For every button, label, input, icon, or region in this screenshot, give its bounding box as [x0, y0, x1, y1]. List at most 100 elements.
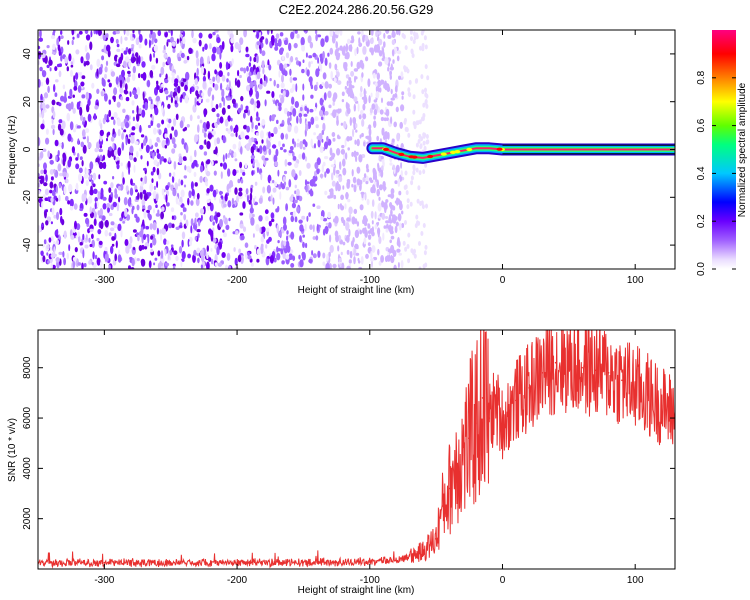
noise-speck [292, 151, 295, 157]
noise-speck [326, 135, 329, 143]
noise-speck [45, 137, 50, 145]
noise-speck [100, 122, 103, 130]
noise-speck [142, 219, 145, 225]
colorbar-ticks: 0.00.20.40.60.8 [696, 70, 736, 276]
noise-speck [110, 36, 114, 44]
noise-speck [264, 209, 269, 215]
noise-speck [199, 175, 203, 183]
noise-speck [144, 38, 148, 46]
noise-speck [80, 101, 83, 109]
snr-point [103, 561, 106, 564]
noise-speck [424, 87, 427, 93]
noise-speck [99, 129, 105, 137]
noise-speck [69, 121, 74, 131]
noise-speck [209, 184, 214, 192]
x-tick-label: -300 [94, 275, 114, 286]
noise-speck [192, 37, 197, 44]
noise-speck [40, 123, 45, 130]
noise-speck [359, 59, 363, 69]
noise-speck [118, 185, 121, 191]
noise-speck [132, 56, 137, 62]
noise-speck [150, 99, 153, 105]
noise-speck [372, 169, 377, 178]
noise-speck [256, 100, 261, 109]
noise-speck [384, 57, 389, 65]
noise-speck [222, 162, 228, 170]
noise-speck [266, 30, 270, 35]
noise-speck [41, 70, 47, 78]
noise-speck [325, 262, 330, 269]
noise-speck [333, 92, 338, 100]
noise-speck [214, 138, 217, 147]
noise-speck [337, 203, 340, 210]
noise-speck [147, 212, 151, 219]
noise-speck [335, 169, 340, 175]
noise-speck [175, 86, 178, 93]
noise-speck [102, 196, 107, 201]
noise-speck [146, 160, 149, 167]
noise-speck [93, 218, 97, 226]
noise-speck [339, 263, 342, 268]
noise-speck [298, 112, 303, 118]
noise-speck [389, 229, 394, 235]
noise-speck [39, 66, 43, 72]
noise-speck [307, 35, 312, 44]
noise-speck [104, 73, 107, 79]
noise-speck [110, 116, 114, 120]
noise-speck [169, 249, 173, 256]
noise-speck [419, 143, 423, 149]
noise-speck [222, 154, 225, 163]
noise-speck [270, 212, 275, 219]
noise-speck [383, 32, 386, 39]
noise-speck [97, 30, 102, 36]
noise-speck [180, 94, 183, 99]
noise-speck [164, 30, 167, 33]
noise-speck [405, 190, 409, 196]
noise-speck [197, 115, 200, 120]
noise-speck [402, 240, 406, 246]
noise-speck [139, 184, 144, 193]
noise-speck [139, 124, 142, 133]
noise-speck [214, 160, 218, 164]
noise-speck [44, 188, 50, 196]
noise-speck [111, 243, 115, 247]
noise-speck [348, 80, 352, 84]
x-tick-label: -200 [227, 275, 247, 286]
noise-speck [38, 137, 41, 146]
noise-speck [401, 210, 404, 215]
noise-speck [131, 126, 136, 131]
noise-speck [239, 161, 243, 169]
noise-speck [394, 180, 398, 185]
noise-speck [54, 92, 58, 97]
noise-speck [110, 148, 115, 157]
noise-speck [424, 44, 428, 50]
noise-speck [51, 118, 54, 125]
noise-speck [53, 30, 56, 34]
noise-speck [123, 89, 129, 95]
snr-point [422, 550, 424, 553]
noise-speck [219, 62, 223, 69]
noise-speck [194, 217, 197, 226]
noise-speck [102, 203, 107, 210]
noise-speck [184, 94, 189, 104]
noise-speck [214, 262, 218, 267]
noise-speck [114, 253, 117, 262]
noise-speck [117, 128, 121, 137]
noise-speck [188, 190, 192, 199]
noise-speck [185, 144, 189, 154]
noise-speck [164, 31, 169, 38]
noise-speck [394, 85, 398, 93]
noise-speck [38, 225, 42, 233]
noise-speck [358, 114, 362, 120]
noise-speck [292, 138, 295, 145]
noise-speck [214, 30, 219, 33]
noise-speck [360, 109, 364, 116]
noise-speck [222, 135, 226, 144]
noise-speck [138, 245, 143, 252]
noise-speck [168, 157, 171, 163]
noise-speck [119, 79, 123, 89]
noise-speck [243, 125, 247, 130]
noise-speck [61, 120, 66, 130]
noise-speck [155, 57, 159, 64]
noise-speck [85, 34, 91, 41]
